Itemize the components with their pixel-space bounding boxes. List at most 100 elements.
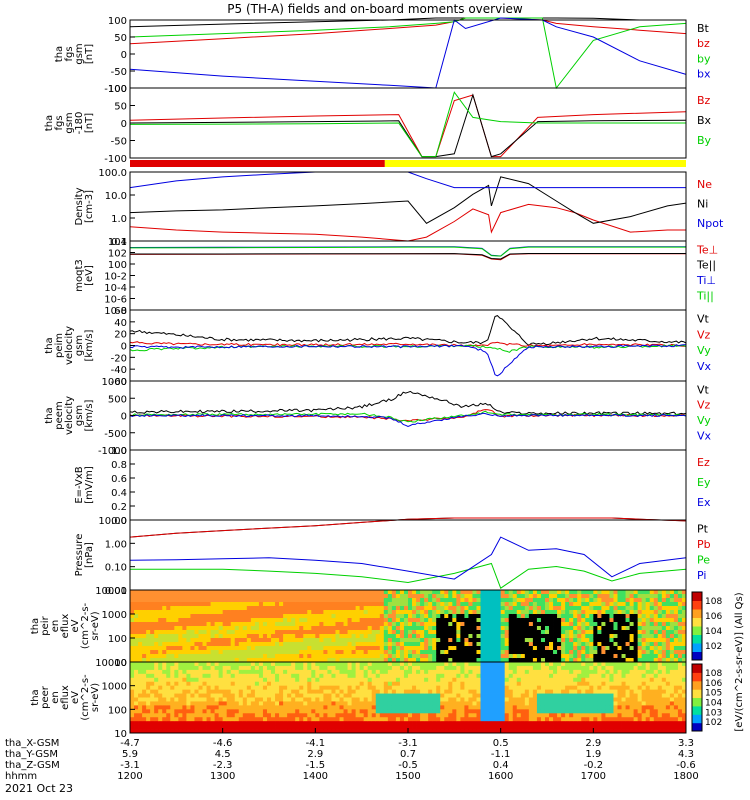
temperature-legend-0: Te⊥ (696, 243, 718, 256)
fgs-offset-ytick-label: -100 (104, 154, 127, 165)
peem-velocity-ylabel: gsm (74, 405, 85, 426)
peim-velocity-legend-0: Vt (697, 313, 710, 326)
efield-legend-0: Ez (697, 456, 710, 469)
temperature-legend-2: Ti⊥ (696, 274, 716, 287)
axis-row-value: 1200 (117, 771, 142, 782)
pressure-ytick-label: 10.00 (98, 516, 127, 527)
axis-row-value: -4.7 (120, 738, 140, 749)
density-series-Ni (129, 176, 687, 224)
temperature-series-Te|| (130, 253, 686, 260)
fgs-legend-1: bz (697, 37, 710, 50)
axis-row-value: 2.9 (585, 738, 601, 749)
peim-velocity-ytick-label: -60 (111, 377, 127, 388)
fgs-ylabel: [nT] (84, 44, 95, 64)
peem-velocity-series-Vy (130, 410, 687, 423)
pressure-frame (129, 519, 687, 591)
peim-velocity-ylabel: [km/s] (84, 329, 95, 361)
colorbar-step (692, 609, 702, 618)
peer-spectrogram-ylabel: peer (40, 685, 51, 709)
density-legend-1: Ni (697, 197, 708, 210)
colorbar-step (692, 651, 702, 661)
fgs-offset-legend-0: Bz (697, 94, 711, 107)
temperature-series-Te⊥ (129, 253, 686, 261)
efield-ytick-label: 0.2 (111, 502, 127, 513)
pressure-legend-0: Pt (697, 522, 709, 535)
density-legend-0: Ne (697, 178, 712, 191)
density-legend-2: Npot (697, 217, 724, 230)
pressure-series-Pe (130, 562, 687, 589)
colorbar-frame (691, 663, 703, 732)
fgs-offset-series-By (129, 91, 686, 158)
density-ylabel: Density (74, 187, 85, 225)
axis-row-label: hhmm (5, 771, 37, 782)
fgs-offset-ytick-label: 0 (121, 119, 127, 130)
peem-velocity-legend-1: Vz (697, 399, 711, 412)
temperature-ylabel: moqt3 (74, 259, 85, 292)
peim-velocity-legend-3: Vx (697, 360, 712, 373)
density-frame (129, 171, 687, 242)
peem-velocity-ytick-label: -1000 (98, 446, 127, 457)
peer-spectrogram-ylabel: eV (70, 691, 81, 704)
peem-velocity-legend-0: Vt (697, 383, 710, 396)
bottom-axis: tha_X-GSM -4.7 -4.6 -4.1 -3.1 0.5 2.9 3.3 tha_Y-… (5, 728, 699, 782)
colorbar-step (692, 634, 702, 644)
axis-row-value: 0.7 (400, 749, 416, 760)
fgs-series-bz (129, 17, 687, 45)
peer-spectrogram-ylabel: tha (30, 689, 41, 705)
axis-row-value: -0.2 (584, 760, 604, 771)
panel-fgs-offset: 100 50 0 -50 -100 tha fgs gsm -180 [nT] Bz Bx By (44, 84, 712, 165)
axis-row-value: 1400 (303, 771, 328, 782)
temperature-series-Ti|| (129, 246, 686, 257)
density-ylabel: [cm-3] (84, 190, 95, 223)
density-ytick-label: 100.0 (98, 168, 127, 179)
mode-bar (130, 160, 686, 167)
peim-velocity-ylabel: velocity (64, 326, 75, 365)
axis-row-value: -3.1 (120, 760, 140, 771)
fgs-ytick-label: 0 (121, 50, 127, 61)
peem-velocity-series-Vt (129, 390, 687, 416)
density-ytick-label: 0.1 (111, 237, 127, 248)
pressure-series-Pb (129, 517, 687, 538)
colorbar-step (692, 714, 702, 724)
peir-spectrogram-ylabel: sr-eV) (90, 611, 101, 640)
peer-spectrogram-ytick-label: 10 (114, 729, 127, 740)
density-series-Npot (129, 171, 686, 189)
efield-legend-1: Ey (697, 476, 711, 489)
temperature-ytick-label: 104 (108, 237, 127, 248)
efield-frame (129, 449, 687, 521)
colorbar-step (692, 672, 702, 682)
peim-velocity-ylabel: peim (54, 333, 65, 358)
peim-velocity-legend-1: Vz (697, 328, 711, 341)
peir-spectrogram-ylabel: eflux (60, 614, 71, 639)
density-ytick-label: 10.0 (105, 191, 127, 202)
fgs-offset-ylabel: [nT] (84, 113, 95, 133)
fgs-ytick-label: 100 (108, 16, 127, 27)
peir-spectrogram-ylabel: eV (70, 619, 81, 632)
fgs-ytick-label: -50 (111, 67, 127, 78)
peer-spectrogram-ytick-label: 10000 (95, 658, 127, 669)
peim-velocity-ylabel: tha (44, 337, 55, 353)
axis-row-value: 1.9 (585, 749, 601, 760)
mode-bar-fast (384, 160, 686, 167)
peim-velocity-ytick-label: 20 (114, 330, 127, 341)
temperature-ytick-label: 100 (108, 260, 127, 271)
panel-fgs: 100 50 0 -50 -100 tha fgs gsm [nT] Bt bz by bx (54, 16, 711, 95)
colorbar-step (692, 664, 702, 673)
peem-velocity-ylabel: tha (44, 407, 55, 423)
peim-velocity-series-Vt (129, 315, 687, 346)
pressure-ytick-label: 1.00 (105, 539, 127, 550)
peem-velocity-ylabel: [km/s] (84, 399, 95, 431)
fgs-series-bx (129, 17, 687, 89)
colorbar-frame (691, 591, 703, 661)
peer-spectrogram-ylabel: (cm^2-s- (80, 674, 91, 721)
pressure-ytick-label: 0.10 (105, 563, 127, 574)
axis-row-value: -0.6 (676, 760, 696, 771)
fgs-offset-ytick-label: 50 (114, 102, 127, 113)
peim-velocity-legend-2: Vy (697, 344, 711, 357)
axis-row-value: 5.9 (122, 749, 138, 760)
peem-velocity-series-Vx (129, 412, 687, 428)
axis-row-value: 4.5 (215, 749, 231, 760)
